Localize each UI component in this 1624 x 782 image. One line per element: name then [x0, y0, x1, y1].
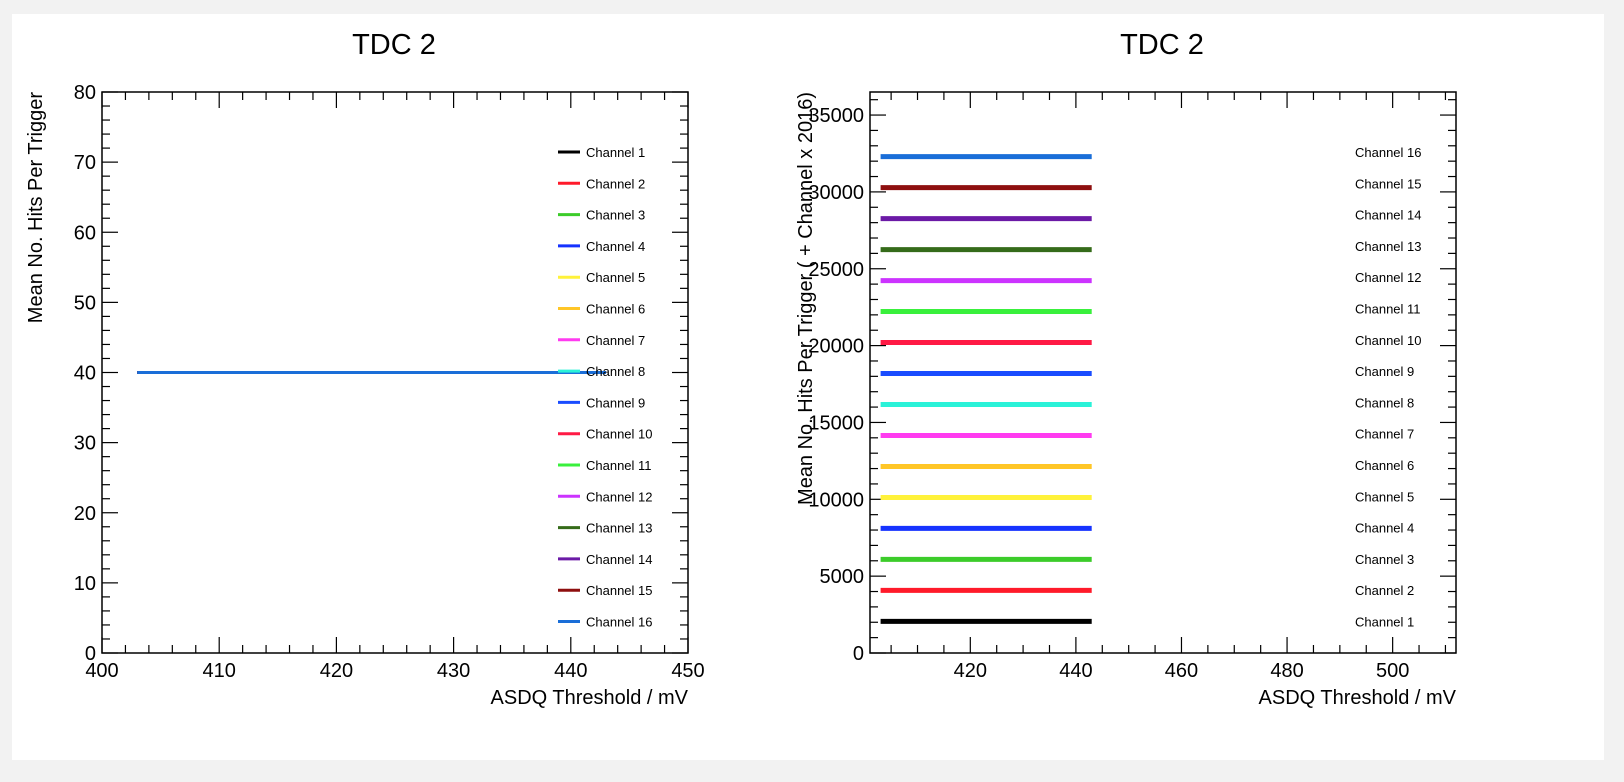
y-tick-label: 25000 — [808, 259, 864, 281]
legend-label-channel-15: Channel 15 — [1355, 176, 1422, 191]
legend-label-channel-10: Channel 10 — [586, 427, 653, 442]
y-tick-label: 15000 — [808, 412, 864, 434]
legend-label-channel-8: Channel 8 — [586, 364, 645, 379]
legend-label-channel-6: Channel 6 — [586, 302, 645, 317]
chart-title: TDC 2 — [352, 29, 436, 61]
legend-label-channel-9: Channel 9 — [586, 395, 645, 410]
legend-label-channel-3: Channel 3 — [586, 208, 645, 223]
y-tick-label: 0 — [853, 643, 864, 665]
y-tick-label: 35000 — [808, 105, 864, 127]
x-tick-label: 430 — [437, 660, 470, 682]
legend-label-channel-3: Channel 3 — [1355, 552, 1414, 567]
legend-label-channel-8: Channel 8 — [1355, 395, 1414, 410]
x-axis-label: ASDQ Threshold / mV — [491, 687, 689, 709]
legend-label-channel-12: Channel 12 — [1355, 270, 1422, 285]
x-tick-label: 420 — [954, 660, 987, 682]
x-tick-label: 440 — [554, 660, 587, 682]
y-tick-label: 30 — [74, 433, 96, 455]
x-tick-label: 500 — [1376, 660, 1409, 682]
plot-frame — [869, 91, 1457, 654]
y-tick-label: 20 — [74, 503, 96, 525]
y-tick-label: 30000 — [808, 182, 864, 204]
legend-label-channel-16: Channel 16 — [586, 615, 653, 630]
x-tick-label: 460 — [1165, 660, 1198, 682]
legend-label-channel-5: Channel 5 — [586, 270, 645, 285]
legend-label-channel-14: Channel 14 — [586, 552, 653, 567]
x-axis-label: ASDQ Threshold / mV — [1259, 687, 1457, 709]
legend-label-channel-16: Channel 16 — [1355, 145, 1422, 160]
y-tick-label: 80 — [74, 82, 96, 104]
legend-label-channel-14: Channel 14 — [1355, 208, 1422, 223]
x-tick-label: 440 — [1059, 660, 1092, 682]
y-tick-label: 20000 — [808, 336, 864, 358]
legend-label-channel-4: Channel 4 — [1355, 521, 1414, 536]
legend-label-channel-6: Channel 6 — [1355, 458, 1414, 473]
legend-label-channel-13: Channel 13 — [1355, 239, 1422, 254]
y-tick-label: 5000 — [820, 566, 865, 588]
legend-label-channel-15: Channel 15 — [586, 583, 653, 598]
legend-label-channel-11: Channel 11 — [586, 458, 652, 473]
y-tick-label: 10000 — [808, 489, 864, 511]
y-tick-label: 10 — [74, 573, 96, 595]
x-tick-label: 480 — [1270, 660, 1303, 682]
legend-label-channel-7: Channel 7 — [586, 333, 645, 348]
y-tick-label: 40 — [74, 363, 96, 385]
y-tick-label: 0 — [85, 643, 96, 665]
legend-label-channel-2: Channel 2 — [586, 176, 645, 191]
chart-svg: TDC 2 400 410 420 430 440 450 0 10 20 30 40 50 60 70 80… — [25, 29, 1457, 709]
legend-label-channel-11: Channel 11 — [1355, 302, 1421, 317]
y-axis-label: Mean No. Hits Per Trigger ( + Channel x … — [795, 92, 817, 505]
legend-label-channel-9: Channel 9 — [1355, 364, 1414, 379]
legend-label-channel-7: Channel 7 — [1355, 427, 1414, 442]
x-tick-label: 410 — [203, 660, 236, 682]
legend-label-channel-1: Channel 1 — [1355, 615, 1414, 630]
legend-label-channel-1: Channel 1 — [586, 145, 645, 160]
y-axis-label: Mean No. Hits Per Trigger — [25, 92, 47, 324]
y-tick-label: 60 — [74, 222, 96, 244]
legend-label-channel-10: Channel 10 — [1355, 333, 1422, 348]
x-tick-label: 450 — [671, 660, 704, 682]
legend-label-channel-12: Channel 12 — [586, 489, 653, 504]
x-tick-label: 400 — [85, 660, 118, 682]
legend-label-channel-5: Channel 5 — [1355, 489, 1414, 504]
legend-label-channel-4: Channel 4 — [586, 239, 645, 254]
chart-canvas: TDC 2 400 410 420 430 440 450 0 10 20 30 40 50 60 70 80… — [12, 14, 1604, 760]
x-tick-label: 420 — [320, 660, 353, 682]
legend-label-channel-2: Channel 2 — [1355, 583, 1414, 598]
legend-label-channel-13: Channel 13 — [586, 521, 653, 536]
y-tick-label: 50 — [74, 292, 96, 314]
chart-title: TDC 2 — [1120, 29, 1204, 61]
chart-panel-1: TDC 2 400 410 420 430 440 450 0 10 20 30 40 50 60 70 80… — [25, 29, 705, 709]
y-tick-label: 70 — [74, 152, 96, 174]
